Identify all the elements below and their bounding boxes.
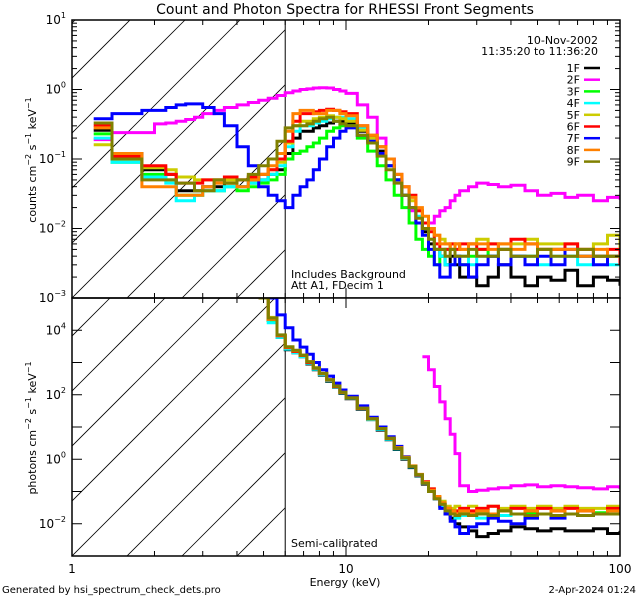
legend-label-3F: 3F: [567, 85, 580, 98]
legend-label-9F: 9F: [567, 156, 580, 169]
y-tick-label: 10−3: [39, 289, 66, 305]
series-9F-line: [93, 115, 620, 258]
x-tick-label: 10: [338, 562, 353, 576]
legend-label-2F: 2F: [567, 74, 580, 87]
top-y-axis-label: counts cm−2 s−1 keV−1: [24, 97, 39, 222]
count-spectrum-panel: 10−3 10−2 10−1 100 101: [39, 11, 621, 305]
annotation-semicalibrated: Semi-calibrated: [291, 537, 378, 550]
date-label: 10-Nov-2002: [527, 34, 598, 47]
legend-label-7F: 7F: [567, 132, 580, 145]
excluded-energy-hatch: [72, 298, 620, 556]
x-tick-label: 1: [68, 562, 76, 576]
legend-label-1F: 1F: [567, 62, 580, 75]
legend-label-6F: 6F: [567, 121, 580, 134]
legend-label-8F: 8F: [567, 144, 580, 157]
y-tick-label: 104: [46, 321, 66, 337]
y-tick-label: 100: [46, 450, 66, 466]
x-axis-label: Energy (keV): [310, 576, 381, 589]
annotation-attenuator: Att A1, FDecim 1: [291, 279, 384, 292]
bottom-y-axis-label: photons cm−2 s−1 keV−1: [24, 361, 39, 494]
time-range-label: 11:35:20 to 11:36:20: [481, 45, 598, 58]
photon-spectrum-panel: 10−2 100 102 104 1 10 100: [39, 297, 632, 576]
y-tick-label: 10−2: [39, 515, 66, 531]
footer-generated-by: Generated by hsi_spectrum_check_dets.pro: [2, 585, 221, 596]
y-tick-label: 10−1: [39, 150, 66, 166]
series-2F-line: [422, 355, 620, 493]
annotation-background: Includes Background: [291, 268, 406, 281]
series-9F-line: [258, 298, 620, 517]
x-tick-label: 100: [609, 562, 632, 576]
legend-label-5F: 5F: [567, 109, 580, 122]
footer-timestamp: 2-Apr-2024 01:24: [549, 585, 636, 596]
y-tick-label: 10−2: [39, 220, 66, 236]
y-tick-label: 101: [46, 11, 66, 27]
y-tick-label: 102: [46, 386, 66, 402]
chart-title: Count and Photon Spectra for RHESSI Fron…: [156, 2, 534, 18]
legend-label-4F: 4F: [567, 97, 580, 110]
y-tick-label: 100: [46, 81, 66, 97]
